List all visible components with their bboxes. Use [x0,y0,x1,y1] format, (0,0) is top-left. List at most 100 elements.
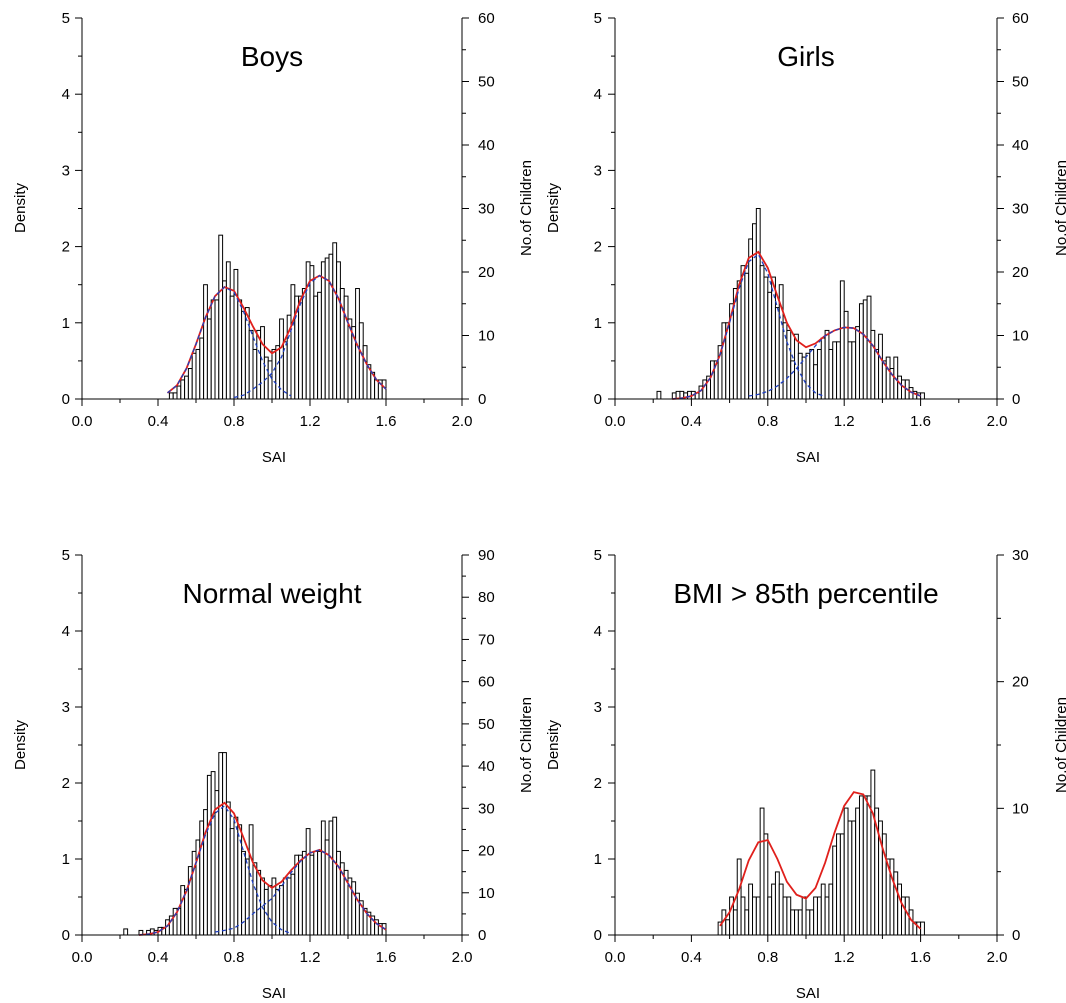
y-tick-label: 5 [594,547,602,564]
histogram-bar [855,326,860,400]
y2-tick-label: 10 [478,885,495,902]
histogram-bar [309,854,315,936]
y-tick-label: 0 [62,391,70,408]
histogram-bar [252,348,258,400]
histogram-bar [740,896,746,936]
x-tick-label: 0.8 [757,949,778,966]
component-curve [672,253,826,400]
histogram-bar [805,352,811,400]
y2-tick-label: 60 [1012,10,1029,27]
histogram-bar [710,360,715,400]
y2-tick-label: 20 [478,843,495,860]
y2-axis-title: No.of Children [518,160,535,256]
y-tick-label: 5 [62,10,70,27]
y-tick-label: 5 [62,547,70,564]
histogram-bar [358,322,364,400]
histogram-bar [748,238,754,400]
histogram-bar [862,299,868,400]
y2-tick-label: 50 [478,716,495,733]
x-tick-label: 2.0 [452,949,473,966]
histogram-bar [305,828,311,936]
histogram-bar [282,877,288,936]
histogram-bar [332,242,338,400]
y-tick-label: 2 [62,775,70,792]
histogram-bar [332,816,338,936]
component-curve [233,274,387,399]
histogram-bar [866,295,872,400]
histogram-bar [855,807,860,936]
histogram-bar [870,329,876,400]
histogram-bar [839,833,845,936]
histogram-bar [866,795,872,936]
histogram-bar [805,909,811,936]
histogram-bar [790,360,796,400]
histogram-bar [233,816,239,936]
histogram-bar [752,223,757,400]
chart-panel-2: 0.0 0.4 0.8 1.2 1.6 2.00123450102030405060Gir… [545,10,1066,466]
histogram-bar [809,348,815,400]
y-tick-label: 1 [594,851,602,868]
histogram-bar [313,295,319,400]
histogram-bar [920,392,925,400]
y2-tick-label: 0 [478,391,486,408]
histogram-bar [252,862,258,936]
y-axis-title: Density [12,182,29,233]
chart-panel-3: 0.0 0.4 0.8 1.2 1.6 2.00123450102030405060708… [12,547,535,1002]
histogram-bar [328,253,334,400]
histogram-bar [870,769,876,936]
histogram-bar [225,801,231,936]
histogram-bar [778,883,784,936]
histogram-bar [233,268,239,400]
histogram-bar [279,318,284,400]
x-tick-label: 0.4 [148,949,169,966]
x-tick-label: 1.2 [300,413,321,430]
histogram-bar [816,348,822,400]
histogram-bar [191,352,197,400]
histogram-bar [168,392,174,400]
histogram-bar [767,291,773,400]
histogram-bar [744,272,750,400]
y2-tick-label: 0 [1012,391,1020,408]
y-tick-label: 5 [594,10,602,27]
histogram-bar [897,375,902,400]
x-tick-label: 0.0 [72,413,93,430]
histogram-bar [782,322,788,400]
x-tick-label: 0.0 [605,949,626,966]
histogram-bar [874,348,880,400]
histogram-bar [206,774,212,936]
histogram-bar [267,885,273,936]
x-tick-label: 0.4 [681,413,702,430]
y-tick-label: 0 [62,927,70,944]
histogram-bar [847,341,853,400]
histogram-bar [763,833,769,936]
histogram-bar [203,284,208,400]
y-tick-label: 1 [594,315,602,332]
x-tick-label: 0.4 [148,413,169,430]
histogram-bar [328,820,334,936]
histogram-bar [836,341,841,400]
histogram-bar [862,795,868,936]
y2-tick-label: 20 [1012,264,1029,281]
histogram-bar [836,833,841,936]
histogram-bar [725,919,731,936]
histogram-bar [687,390,692,400]
y2-tick-label: 30 [1012,201,1029,218]
histogram-bar [813,896,818,936]
histogram-bar [343,295,349,400]
histogram-bar [893,871,899,936]
histogram-bar [801,896,807,936]
histogram-bar [828,348,834,400]
x-tick-label: 0.0 [72,949,93,966]
y2-axis-title: No.of Children [1053,697,1066,793]
histogram-bar [313,850,319,936]
histogram-bar [222,752,227,936]
y-tick-label: 0 [594,927,602,944]
histogram-bar [851,820,857,936]
histogram-bar [214,299,220,400]
histogram-bar [336,261,341,400]
histogram-bar [362,345,368,400]
y2-tick-label: 40 [478,758,495,775]
histogram-bar [878,333,883,400]
y-tick-label: 4 [62,623,70,640]
